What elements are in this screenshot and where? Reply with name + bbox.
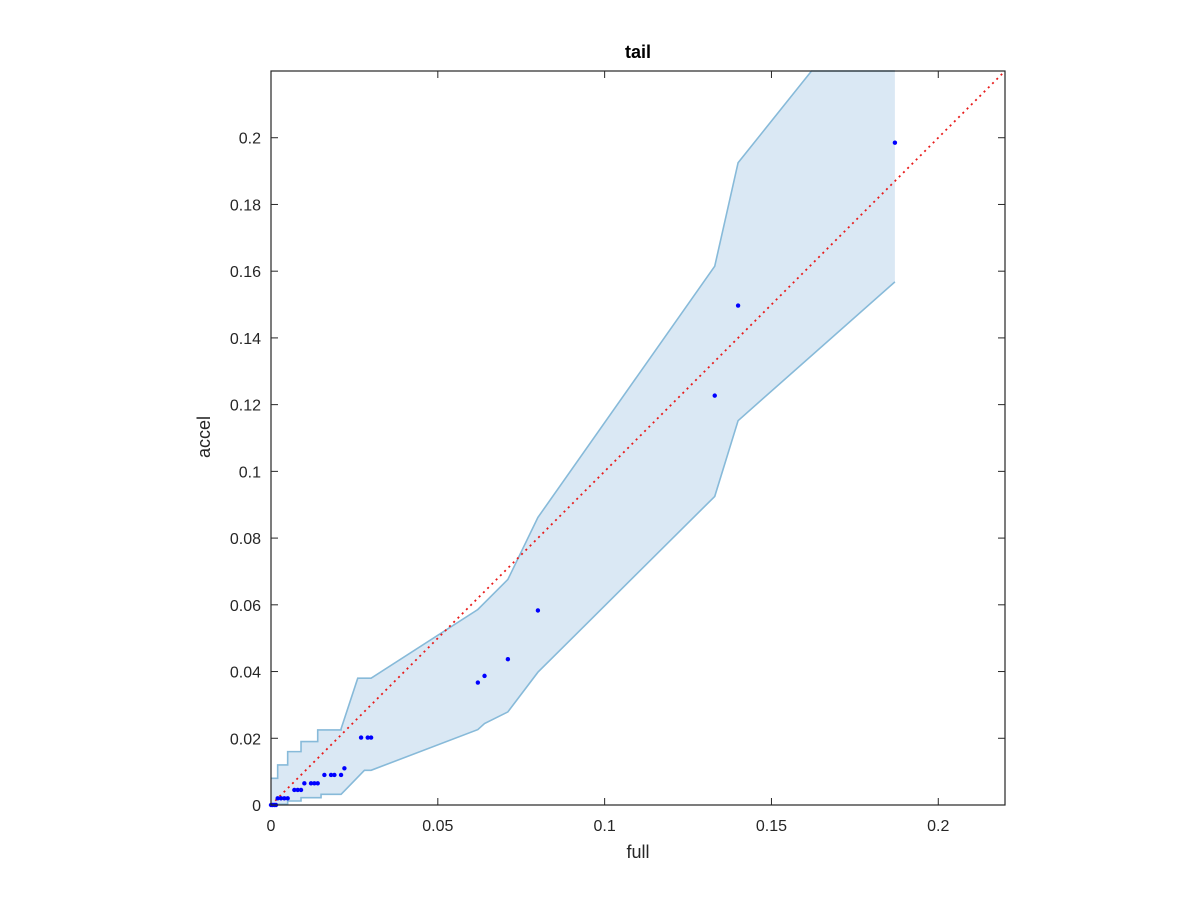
data-point [475,680,481,685]
data-point [892,140,898,145]
data-point [338,772,344,778]
y-tick-label: 0.18 [230,197,261,214]
x-axis-label: full [626,842,649,862]
y-tick-label: 0.04 [230,665,261,682]
band-fill [271,71,895,805]
data-point [298,787,304,793]
band-lower-edge [271,281,896,806]
x-tick-label: 0.2 [927,818,949,835]
data-point [302,781,307,786]
data-point [735,303,741,308]
data-point [282,796,287,801]
data-point [295,787,300,793]
data-point [365,735,370,740]
x-tick-label: 0.05 [422,818,453,835]
y-tick-label: 0.08 [230,531,261,548]
x-tick-label: 0 [267,818,276,835]
reference-diagonal [270,70,1006,806]
data-point [308,781,314,786]
y-tick-label: 0.14 [230,331,261,348]
data-point [312,781,317,786]
data-point [275,796,280,801]
data-point [315,781,320,786]
data-point [292,787,297,793]
y-tick-label: 0.06 [230,598,261,615]
axes [270,70,1006,806]
plot-frame [270,70,1006,806]
data-point [322,772,327,778]
data-point [535,608,541,613]
data-points [268,140,898,808]
data-point [332,772,337,778]
chart-title: tail [625,42,651,62]
ticks: 0 0.05 0.1 0.15 0.2 0 0.02 0.04 0.06 0.08 0.1 0.12 0… [230,71,1005,835]
data-point [712,393,717,398]
y-tick-label: 0.16 [230,264,261,281]
reference-line [270,70,1006,806]
confidence-band [271,70,896,806]
y-tick-label: 0.1 [239,464,261,481]
data-point [368,735,374,740]
data-point [482,673,487,679]
y-tick-label: 0.2 [239,131,261,148]
data-point [328,772,334,778]
data-point [278,796,284,801]
band-upper-edge [271,70,895,780]
data-point [285,796,290,801]
data-point [342,766,347,771]
y-tick-label: 0.12 [230,398,261,415]
y-tick-label: 0 [252,798,261,815]
y-tick-label: 0.02 [230,731,261,748]
x-tick-label: 0.15 [756,818,787,835]
y-axis-label: accel [194,416,214,458]
data-point [358,735,364,740]
x-tick-label: 0.1 [594,818,616,835]
data-point [505,657,511,662]
